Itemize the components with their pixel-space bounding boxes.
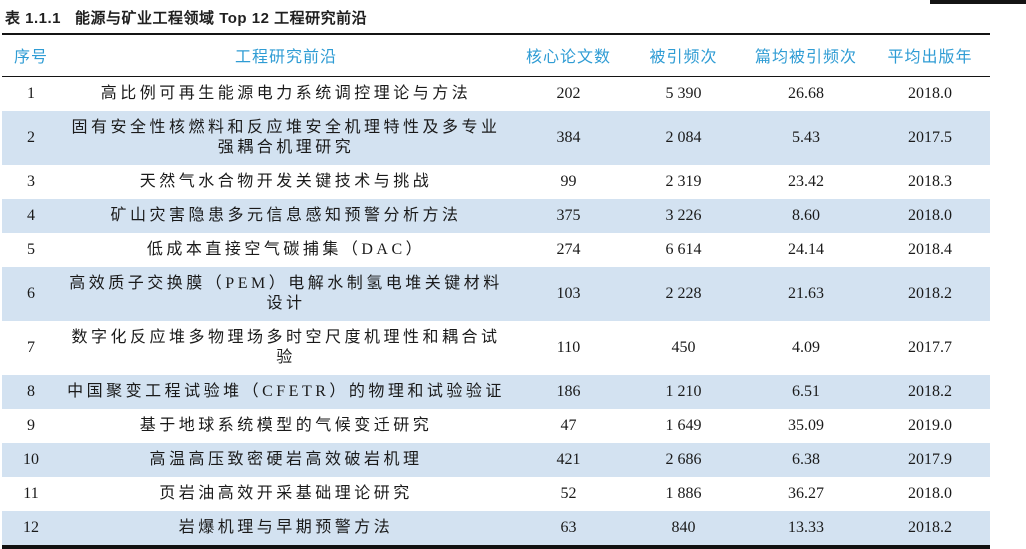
cell-front: 低成本直接空气碳捕集（DAC） [146,241,426,258]
cell-front: 高温高压致密硬岩高效破岩机理 [149,451,423,468]
cell-index: 3 [27,173,35,190]
table-row: 2 固有安全性核燃料和反应堆安全机理特性及多专业强耦合机理研究 384 2 08… [2,111,990,165]
cell-index: 1 [27,85,35,102]
col-header-index: 序号 [2,34,60,77]
page-edge-rule [930,0,1026,4]
cell-citations-per-paper: 24.14 [788,241,824,258]
cell-index: 6 [27,285,35,302]
cell-citations: 2 319 [665,173,702,190]
cell-citations: 1 886 [665,485,702,502]
cell-citations-per-paper: 36.27 [788,485,824,502]
cell-index: 7 [27,339,35,356]
cell-front: 岩爆机理与早期预警方法 [178,519,394,536]
cell-front: 固有安全性核燃料和反应堆安全机理特性及多专业强耦合机理研究 [71,119,501,156]
cell-citations: 2 686 [665,451,702,468]
cell-mean-pub-year: 2017.9 [908,451,952,468]
cell-citations: 3 226 [665,207,702,224]
cell-mean-pub-year: 2017.7 [908,339,952,356]
table-row: 10 高温高压致密硬岩高效破岩机理 421 2 686 6.38 2017.9 [2,443,990,477]
cell-citations-per-paper: 21.63 [788,285,824,302]
cell-core-papers: 421 [556,451,581,468]
cell-mean-pub-year: 2018.0 [908,207,952,224]
cell-citations-per-paper: 23.42 [788,173,824,190]
table-row: 12 岩爆机理与早期预警方法 63 840 13.33 2018.2 [2,511,990,547]
cell-index: 10 [23,451,39,468]
cell-core-papers: 375 [556,207,581,224]
cell-core-papers: 103 [556,285,581,302]
cell-mean-pub-year: 2019.0 [908,417,952,434]
cell-citations-per-paper: 6.51 [792,383,820,400]
table-row: 11 页岩油高效开采基础理论研究 52 1 886 36.27 2018.0 [2,477,990,511]
cell-citations: 2 228 [665,285,702,302]
cell-front: 中国聚变工程试验堆（CFETR）的物理和试验验证 [67,383,505,400]
table-header-row: 序号 工程研究前沿 核心论文数 被引频次 篇均被引频次 平均出版年 [2,34,990,77]
cell-citations: 1 210 [665,383,702,400]
cell-citations-per-paper: 8.60 [792,207,820,224]
cell-mean-pub-year: 2018.4 [908,241,952,258]
cell-core-papers: 47 [560,417,577,434]
table-row: 4 矿山灾害隐患多元信息感知预警分析方法 375 3 226 8.60 2018… [2,199,990,233]
cell-mean-pub-year: 2018.2 [908,285,952,302]
cell-citations-per-paper: 6.38 [792,451,820,468]
cell-citations: 450 [671,339,696,356]
cell-mean-pub-year: 2017.5 [908,129,952,146]
col-header-mean-pub-year: 平均出版年 [870,34,990,77]
cell-index: 4 [27,207,35,224]
cell-core-papers: 384 [556,129,581,146]
cell-mean-pub-year: 2018.0 [908,485,952,502]
cell-citations-per-paper: 4.09 [792,339,820,356]
cell-core-papers: 274 [556,241,581,258]
cell-core-papers: 52 [560,485,577,502]
cell-citations-per-paper: 5.43 [792,129,820,146]
cell-index: 5 [27,241,35,258]
table-caption: 表 1.1.1 能源与矿业工程领域 Top 12 工程研究前沿 [5,7,367,28]
col-header-citations: 被引频次 [625,34,742,77]
cell-core-papers: 186 [556,383,581,400]
cell-front: 页岩油高效开采基础理论研究 [159,485,413,502]
cell-index: 11 [23,485,39,502]
cell-citations-per-paper: 26.68 [788,85,824,102]
cell-core-papers: 202 [556,85,581,102]
cell-mean-pub-year: 2018.0 [908,85,952,102]
cell-index: 9 [27,417,35,434]
cell-core-papers: 110 [556,339,581,356]
cell-citations: 2 084 [665,129,702,146]
table-row: 3 天然气水合物开发关键技术与挑战 99 2 319 23.42 2018.3 [2,165,990,199]
cell-index: 12 [23,519,39,536]
cell-front: 高效质子交换膜（PEM）电解水制氢电堆关键材料设计 [69,275,503,312]
cell-citations: 1 649 [665,417,702,434]
cell-citations-per-paper: 35.09 [788,417,824,434]
table-row: 1 高比例可再生能源电力系统调控理论与方法 202 5 390 26.68 20… [2,77,990,112]
cell-mean-pub-year: 2018.3 [908,173,952,190]
cell-mean-pub-year: 2018.2 [908,519,952,536]
cell-citations: 840 [671,519,696,536]
research-fronts-table: 序号 工程研究前沿 核心论文数 被引频次 篇均被引频次 平均出版年 1 高比例可… [2,33,990,549]
cell-index: 2 [27,129,35,146]
table-row: 8 中国聚变工程试验堆（CFETR）的物理和试验验证 186 1 210 6.5… [2,375,990,409]
cell-front: 天然气水合物开发关键技术与挑战 [139,173,433,190]
cell-front: 矿山灾害隐患多元信息感知预警分析方法 [110,207,462,224]
cell-front: 高比例可再生能源电力系统调控理论与方法 [100,85,472,102]
cell-core-papers: 63 [560,519,577,536]
col-header-citations-per-paper: 篇均被引频次 [742,34,870,77]
cell-mean-pub-year: 2018.2 [908,383,952,400]
table-title: 能源与矿业工程领域 Top 12 工程研究前沿 [75,10,368,27]
cell-citations: 6 614 [665,241,702,258]
col-header-core-papers: 核心论文数 [512,34,625,77]
table-row: 5 低成本直接空气碳捕集（DAC） 274 6 614 24.14 2018.4 [2,233,990,267]
cell-front: 数字化反应堆多物理场多时空尺度机理性和耦合试验 [71,329,501,366]
cell-front: 基于地球系统模型的气候变迁研究 [139,417,433,434]
cell-core-papers: 99 [560,173,577,190]
cell-citations: 5 390 [665,85,702,102]
table-row: 9 基于地球系统模型的气候变迁研究 47 1 649 35.09 2019.0 [2,409,990,443]
table-row: 7 数字化反应堆多物理场多时空尺度机理性和耦合试验 110 450 4.09 2… [2,321,990,375]
cell-citations-per-paper: 13.33 [788,519,824,536]
table-row: 6 高效质子交换膜（PEM）电解水制氢电堆关键材料设计 103 2 228 21… [2,267,990,321]
table-number: 表 1.1.1 [5,10,62,27]
cell-index: 8 [27,383,35,400]
col-header-front: 工程研究前沿 [60,34,512,77]
